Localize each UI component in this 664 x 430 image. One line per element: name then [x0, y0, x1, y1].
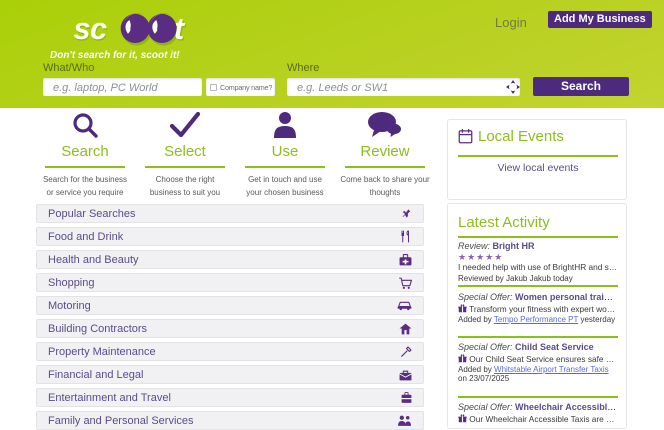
svg-text:s: s	[74, 12, 91, 46]
svg-text:c: c	[90, 12, 107, 46]
